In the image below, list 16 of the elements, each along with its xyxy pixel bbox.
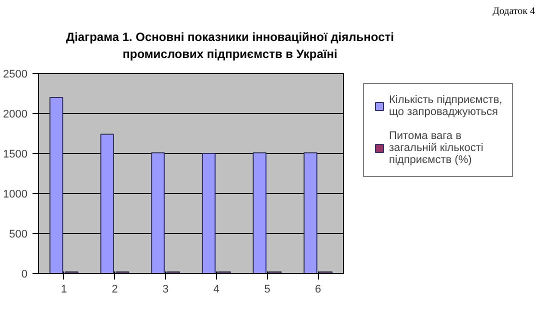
chart-title: Діаграма 1. Основні показники інноваційної діяльності промислових підприємств в Україні	[65, 29, 395, 64]
x-tick-label: 5	[264, 284, 270, 296]
y-tick-label: 2000	[3, 108, 28, 120]
y-tick-label: 0	[21, 268, 28, 280]
y-tick-label: 500	[9, 228, 28, 240]
x-tick-label: 2	[112, 284, 118, 296]
x-tick-label: 4	[213, 284, 220, 296]
x-tick-label: 6	[315, 284, 322, 296]
y-tick-label: 1000	[3, 188, 28, 200]
legend-label: Кількість підприємств, що запроваджуються	[389, 94, 502, 118]
legend-label: Питома вага в загальній кількості підприємств (%)	[389, 130, 484, 166]
y-tick-label: 1500	[3, 148, 28, 160]
x-tick-label: 1	[60, 284, 67, 296]
y-tick-label: 2500	[3, 68, 28, 80]
x-tick-label: 3	[162, 284, 169, 296]
text: Додаток 4	[492, 5, 535, 19]
